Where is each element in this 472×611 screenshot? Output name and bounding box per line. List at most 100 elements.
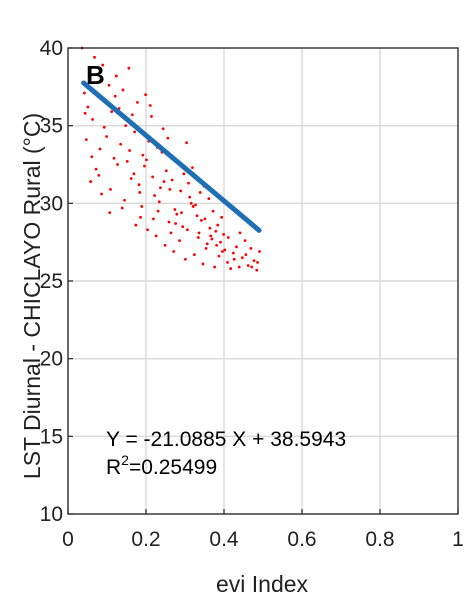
data-point <box>252 259 256 263</box>
data-point <box>195 214 199 218</box>
x-tick-label: 1 <box>452 528 464 551</box>
data-point <box>157 200 161 204</box>
data-point <box>240 256 244 260</box>
data-point <box>140 205 144 208</box>
data-point <box>143 164 146 168</box>
data-point <box>229 267 233 270</box>
data-point <box>128 149 132 152</box>
data-point <box>180 211 183 215</box>
data-point <box>246 264 250 267</box>
data-point <box>97 173 101 177</box>
data-point <box>130 113 134 117</box>
data-point <box>191 166 194 170</box>
data-point <box>179 189 183 193</box>
data-point <box>127 66 131 70</box>
x-tick-label: 0.4 <box>209 528 239 551</box>
data-point <box>199 219 203 222</box>
data-point <box>182 172 186 176</box>
data-point <box>232 257 236 261</box>
data-point <box>159 186 162 190</box>
data-point <box>133 130 137 134</box>
data-point <box>94 167 98 171</box>
data-point <box>139 215 142 219</box>
data-point <box>110 110 114 114</box>
data-point <box>123 198 126 202</box>
data-point <box>244 253 248 256</box>
data-point <box>187 181 190 185</box>
scatter-points <box>80 46 261 272</box>
y-tick-label: 15 <box>40 425 63 448</box>
data-point <box>223 248 227 252</box>
data-point <box>82 91 86 95</box>
data-point <box>207 197 211 201</box>
data-point <box>152 217 155 221</box>
data-point <box>141 153 145 157</box>
data-point <box>84 138 88 142</box>
data-point <box>256 260 259 264</box>
y-tick-label: 35 <box>40 115 63 138</box>
data-point <box>148 104 152 107</box>
data-point <box>170 178 174 182</box>
data-point <box>124 124 128 128</box>
data-point <box>96 80 100 84</box>
x-tick-label: 0.8 <box>365 528 394 551</box>
data-point <box>243 239 247 243</box>
data-point <box>203 217 207 221</box>
r-squared-value: =0.25499 <box>129 456 217 479</box>
x-tick-labels: 0 0.2 0.4 0.6 0.8 1 <box>62 528 464 551</box>
data-point <box>205 242 209 246</box>
data-point <box>89 180 93 183</box>
data-point <box>166 136 170 140</box>
data-point <box>108 211 112 215</box>
data-point <box>100 192 103 196</box>
data-point <box>221 250 224 253</box>
data-point <box>214 229 218 233</box>
data-point <box>86 105 90 109</box>
y-tick-label: 10 <box>40 503 63 526</box>
data-point <box>226 236 230 239</box>
data-point <box>191 205 195 208</box>
data-point <box>83 111 87 115</box>
data-point <box>93 55 96 59</box>
data-point <box>137 183 141 187</box>
data-point <box>88 69 91 73</box>
regression-equation: Y = -21.0885 X + 38.5943 <box>106 428 346 451</box>
data-point <box>132 172 136 176</box>
y-tick-label: 25 <box>40 270 63 293</box>
data-point <box>250 265 254 269</box>
data-point <box>173 208 177 211</box>
data-point <box>114 74 118 78</box>
data-point <box>105 135 109 138</box>
data-point <box>178 239 181 243</box>
data-point <box>237 265 241 269</box>
data-point <box>258 250 261 253</box>
regression-line <box>81 80 262 233</box>
data-point <box>107 83 111 87</box>
data-point <box>90 155 94 159</box>
data-point <box>101 63 105 67</box>
panel-label: B <box>86 60 105 90</box>
data-point <box>125 159 129 163</box>
data-point <box>210 237 214 241</box>
data-point <box>222 233 226 236</box>
data-point <box>197 231 201 235</box>
data-point <box>204 246 208 250</box>
data-point <box>163 243 167 247</box>
data-point <box>216 223 220 227</box>
data-point <box>175 212 179 216</box>
data-point <box>167 220 171 224</box>
r-squared-exponent: 2 <box>121 452 129 468</box>
data-point <box>134 223 138 227</box>
x-axis-title: evi Index <box>216 571 309 597</box>
y-tick-labels: 10 15 20 25 30 35 40 <box>40 37 63 526</box>
x-tick-label: 0 <box>62 528 74 551</box>
data-point <box>98 147 102 151</box>
r-squared-symbol: R <box>106 456 121 479</box>
data-point <box>192 253 196 256</box>
data-point <box>112 156 116 160</box>
data-point <box>255 268 259 272</box>
grid-lines <box>67 47 459 515</box>
data-point <box>249 246 253 250</box>
data-point <box>121 88 125 92</box>
